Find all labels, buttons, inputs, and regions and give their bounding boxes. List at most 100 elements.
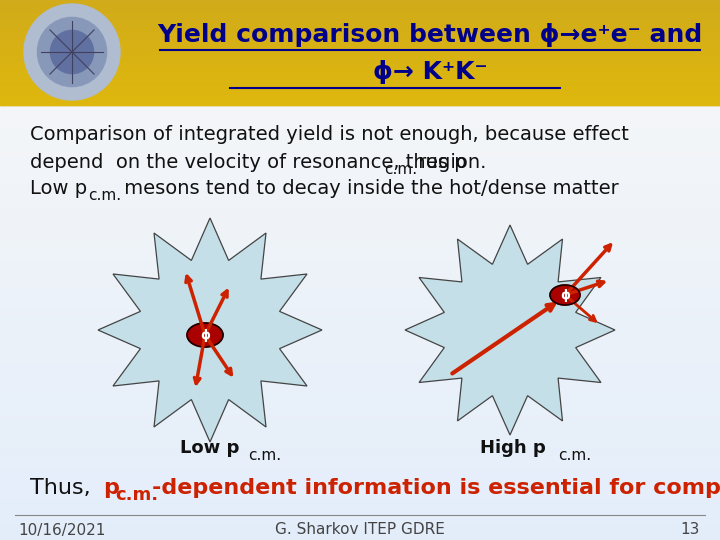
Bar	[0, 302, 720, 305]
Bar	[0, 111, 720, 113]
Bar	[0, 451, 720, 454]
Bar	[0, 44, 720, 46]
Bar	[0, 464, 720, 467]
Bar	[0, 42, 720, 44]
Bar	[0, 424, 720, 427]
Bar	[0, 432, 720, 435]
Bar	[0, 176, 720, 178]
Bar	[0, 101, 720, 103]
Bar	[0, 472, 720, 475]
Bar	[0, 362, 720, 364]
Bar	[0, 529, 720, 532]
Bar	[0, 211, 720, 213]
Bar	[0, 157, 720, 159]
Bar	[0, 508, 720, 510]
Bar	[0, 61, 720, 63]
Bar	[0, 516, 720, 518]
Bar	[0, 90, 720, 92]
Bar	[0, 481, 720, 483]
Bar	[0, 308, 720, 310]
Bar	[0, 497, 720, 500]
Bar	[0, 88, 720, 90]
Bar	[0, 113, 720, 116]
Bar	[0, 405, 720, 408]
Bar	[0, 313, 720, 316]
Bar	[0, 69, 720, 71]
Bar	[0, 15, 720, 17]
Bar	[0, 389, 720, 392]
Bar	[0, 3, 720, 5]
Bar	[0, 367, 720, 370]
Bar	[0, 189, 720, 192]
Bar	[0, 397, 720, 400]
Bar	[0, 483, 720, 486]
Bar	[0, 400, 720, 402]
Bar	[0, 31, 720, 33]
Bar	[0, 186, 720, 189]
Bar	[0, 262, 720, 265]
Bar	[0, 73, 720, 76]
Bar	[0, 116, 720, 119]
Bar	[0, 170, 720, 173]
Text: High p: High p	[480, 439, 546, 457]
Bar	[0, 359, 720, 362]
Bar	[0, 46, 720, 48]
Bar	[0, 421, 720, 424]
Bar	[0, 29, 720, 31]
Bar	[0, 103, 720, 105]
Text: Comparison of integrated yield is not enough, because effect: Comparison of integrated yield is not en…	[30, 125, 629, 145]
Bar	[0, 146, 720, 148]
Bar	[0, 351, 720, 354]
Bar	[0, 281, 720, 284]
Bar	[0, 248, 720, 251]
Bar	[0, 154, 720, 157]
Bar	[0, 97, 720, 99]
Bar	[0, 238, 720, 240]
Bar	[0, 478, 720, 481]
Bar	[0, 443, 720, 445]
Bar	[0, 327, 720, 329]
Bar	[0, 94, 720, 97]
Bar	[0, 489, 720, 491]
Text: c.m.: c.m.	[558, 448, 591, 462]
Bar	[0, 103, 720, 105]
Bar	[0, 80, 720, 82]
Bar	[0, 518, 720, 521]
Bar	[0, 289, 720, 292]
Bar	[0, 440, 720, 443]
Bar	[0, 25, 720, 28]
Bar	[0, 470, 720, 472]
Bar	[0, 57, 720, 59]
Bar	[0, 23, 720, 25]
Bar	[0, 200, 720, 202]
Bar	[0, 135, 720, 138]
Bar	[0, 40, 720, 43]
Circle shape	[24, 4, 120, 100]
Bar	[0, 11, 720, 14]
Bar	[0, 251, 720, 254]
Bar	[0, 370, 720, 373]
Bar	[0, 373, 720, 375]
Bar	[0, 364, 720, 367]
Bar	[0, 10, 720, 12]
Bar	[0, 521, 720, 524]
Text: Yield comparison between ϕ→e⁺e⁻ and: Yield comparison between ϕ→e⁺e⁻ and	[158, 23, 703, 47]
Bar	[0, 340, 720, 343]
Bar	[0, 513, 720, 516]
Bar	[0, 494, 720, 497]
Bar	[0, 51, 720, 54]
Bar	[0, 270, 720, 273]
Bar	[0, 124, 720, 127]
Bar	[0, 475, 720, 478]
Bar	[0, 392, 720, 394]
Bar	[0, 89, 720, 92]
Text: region.: region.	[412, 152, 487, 172]
Bar	[0, 9, 720, 10]
Bar	[0, 16, 720, 19]
Bar	[0, 132, 720, 135]
Bar	[0, 52, 720, 55]
Bar	[0, 235, 720, 238]
Bar	[0, 65, 720, 68]
Bar	[0, 265, 720, 267]
Bar	[0, 33, 720, 36]
